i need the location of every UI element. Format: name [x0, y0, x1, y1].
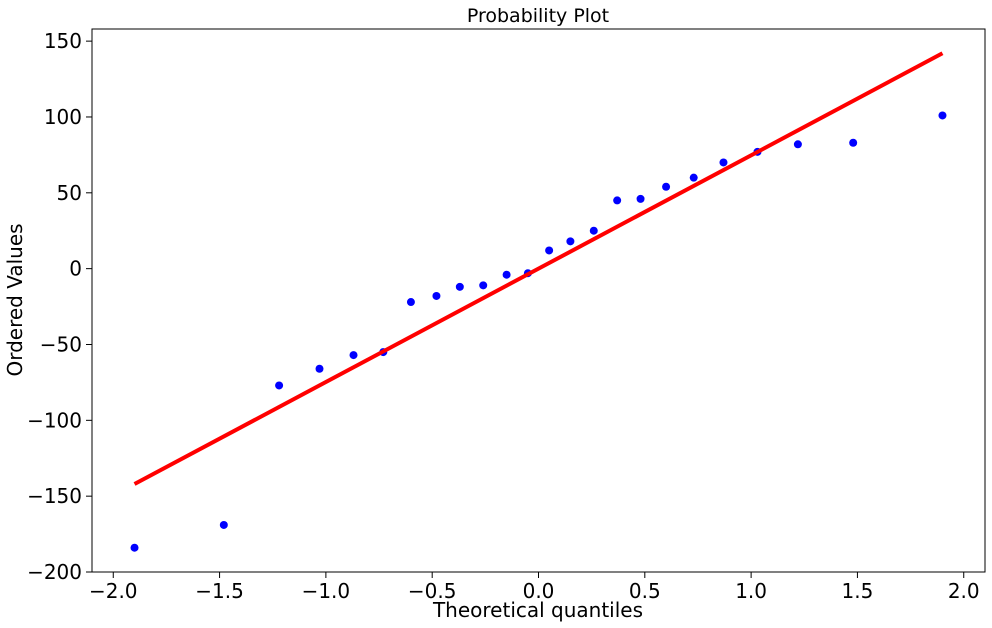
- y-axis-label: Ordered Values: [3, 223, 27, 376]
- x-tick-label: 1.0: [735, 579, 767, 603]
- data-point: [662, 182, 671, 191]
- data-point: [479, 281, 488, 290]
- data-point: [589, 226, 598, 235]
- x-axis-label: Theoretical quantiles: [432, 598, 643, 622]
- chart-title: Probability Plot: [467, 5, 609, 27]
- data-point: [613, 196, 622, 205]
- y-tick-label: 150: [44, 29, 82, 53]
- y-tick-label: −200: [27, 560, 82, 584]
- data-point: [719, 158, 728, 167]
- x-tick-label: 0.5: [629, 579, 661, 603]
- data-point: [432, 291, 441, 300]
- y-tick-label: 50: [57, 181, 82, 205]
- data-point: [315, 364, 324, 373]
- data-point: [938, 111, 947, 120]
- fit-line: [133, 51, 944, 486]
- data-point: [130, 543, 139, 552]
- y-tick-label: −50: [40, 332, 82, 356]
- y-axis: −200 −150 −100 −50 0 50 100 150: [27, 29, 92, 584]
- data-point: [349, 351, 358, 360]
- y-tick-label: −150: [27, 484, 82, 508]
- y-tick-label: 100: [44, 105, 82, 129]
- data-point: [689, 173, 698, 182]
- axes-frame: [91, 28, 986, 573]
- x-tick-label: −2.0: [89, 579, 138, 603]
- data-point: [502, 270, 511, 279]
- x-axis: −2.0 −1.5 −1.0 −0.5 0.0 0.5 1.0 1.5 2.0: [89, 572, 980, 603]
- data-point: [406, 298, 415, 307]
- y-tick-label: 0: [69, 257, 82, 281]
- data-point: [219, 520, 228, 529]
- plot-area: [130, 51, 947, 552]
- x-tick-label: 0.0: [523, 579, 555, 603]
- x-tick-label: −1.5: [195, 579, 244, 603]
- x-tick-label: −0.5: [408, 579, 457, 603]
- data-point: [275, 381, 284, 390]
- data-point: [566, 237, 575, 246]
- data-point: [849, 138, 858, 147]
- data-point: [793, 140, 802, 149]
- x-tick-label: 1.5: [842, 579, 874, 603]
- data-point: [636, 194, 645, 203]
- data-point: [545, 246, 554, 255]
- x-tick-label: 2.0: [948, 579, 980, 603]
- data-point: [455, 282, 464, 291]
- y-tick-label: −100: [27, 408, 82, 432]
- x-tick-label: −1.0: [302, 579, 351, 603]
